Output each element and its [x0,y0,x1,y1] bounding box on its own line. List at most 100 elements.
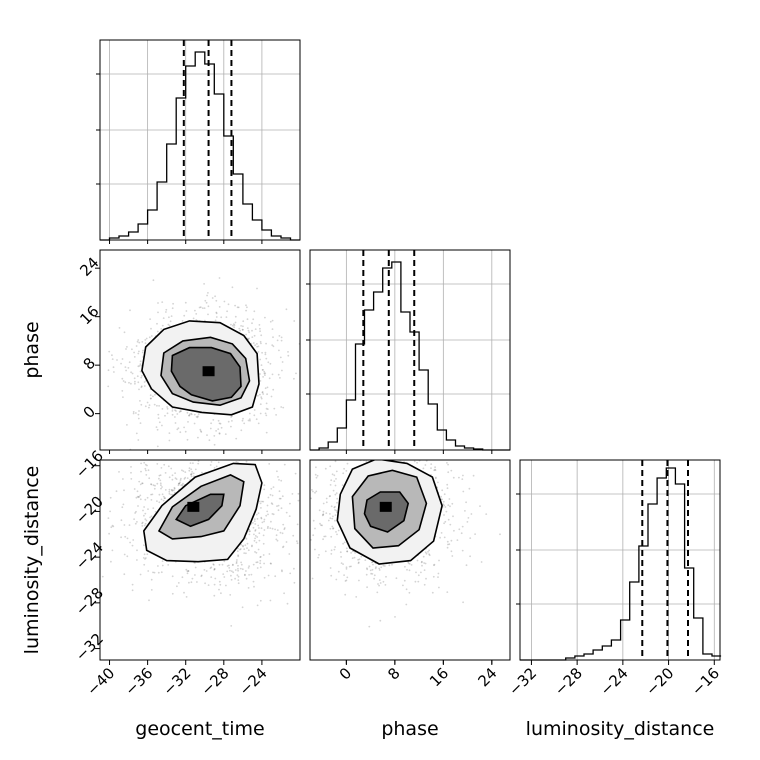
scatter-point [257,512,260,515]
scatter-point [129,541,132,544]
scatter-point [416,461,418,464]
scatter-point [218,588,220,591]
scatter-point [371,568,374,571]
scatter-point [443,536,446,539]
scatter-point [396,399,398,401]
scatter-point [159,482,162,485]
scatter-point [163,463,166,466]
scatter-point [144,405,147,408]
scatter-point [157,417,160,419]
density-fill-core [364,492,409,532]
scatter-point [218,422,221,425]
scatter-point [136,495,139,498]
scatter-point [275,538,278,541]
scatter-point [285,541,288,543]
scatter-point [330,553,333,555]
scatter-point [330,479,333,482]
scatter-point [261,521,264,524]
scatter-point [198,306,201,309]
scatter-point [324,535,327,538]
scatter-point [287,351,289,353]
scatter-point [420,456,422,458]
scatter-point [176,413,179,415]
scatter-point [428,553,430,556]
contour-line-2 [351,469,428,549]
scatter-point [226,310,229,313]
scatter-point [265,402,268,405]
scatter-point [242,320,245,323]
scatter-point [382,451,384,453]
scatter-point [123,573,126,576]
scatter-point [297,499,300,502]
scatter-point [150,499,153,501]
scatter-point [307,491,309,493]
scatter-point [246,542,249,545]
scatter-point [137,439,140,441]
scatter-point [228,564,230,567]
scatter-point [164,472,167,474]
scatter-point [302,364,304,366]
scatter-point [388,564,391,567]
scatter-point [131,348,133,351]
histogram-panel-luminosity-distance [516,459,722,661]
scatter-point [259,559,262,562]
scatter-point [221,563,224,566]
scatter-point [335,578,338,581]
scatter-point [121,377,124,380]
scatter-point [172,302,175,305]
scatter-point [255,418,258,421]
scatter-point [312,534,315,537]
scatter-point [141,525,144,527]
scatter-point [167,465,170,468]
scatter-point [402,584,404,587]
scatter-point [215,465,218,468]
scatter-point [219,583,222,586]
scatter-point [266,393,268,396]
scatter-point [419,445,421,447]
x-tick-label-luminosity-distance: −24 [597,664,632,699]
scatter-point [137,339,140,341]
y-tick-label-luminosity-distance: −24 [72,538,107,573]
scatter-point [109,496,112,499]
x-axis-label-phase: phase [381,718,438,740]
scatter-point [408,569,411,572]
contour-line-1 [141,320,260,416]
scatter-point [213,594,216,597]
scatter-point [245,460,248,463]
scatter-point [130,371,133,374]
scatter-point [265,514,268,517]
scatter-point [174,409,176,411]
scatter-point [247,329,250,332]
scatter-point [218,432,221,435]
scatter-point [131,544,134,547]
contour-line-1 [336,460,443,565]
scatter-point [220,316,223,319]
scatter-point [231,564,234,566]
x-tick-label-geocent-time: −24 [236,664,271,699]
scatter-point [450,469,453,472]
scatter-point [188,581,190,584]
scatter-point [241,419,244,422]
scatter-point [434,468,436,471]
y-tick-label-luminosity-distance: −32 [72,630,107,665]
x-tick-label-phase: 8 [384,664,403,683]
scatter-point [166,412,169,415]
scatter-point [305,535,307,537]
scatter-point [272,388,275,391]
scatter-point [420,448,422,450]
scatter-point [193,422,196,425]
scatter-point [305,367,307,369]
scatter-point [304,526,306,528]
scatter-point [287,354,290,357]
scatter-point [156,482,159,485]
scatter-point [446,483,449,486]
scatter-point [421,456,423,458]
scatter-point [213,435,216,437]
scatter-point [248,533,251,536]
scatter-point [193,413,196,416]
scatter-point [279,377,281,379]
scatter-point [191,471,194,473]
scatter-point [157,302,159,304]
x-tick-label-phase: 16 [426,664,452,690]
scatter-point [414,580,417,583]
